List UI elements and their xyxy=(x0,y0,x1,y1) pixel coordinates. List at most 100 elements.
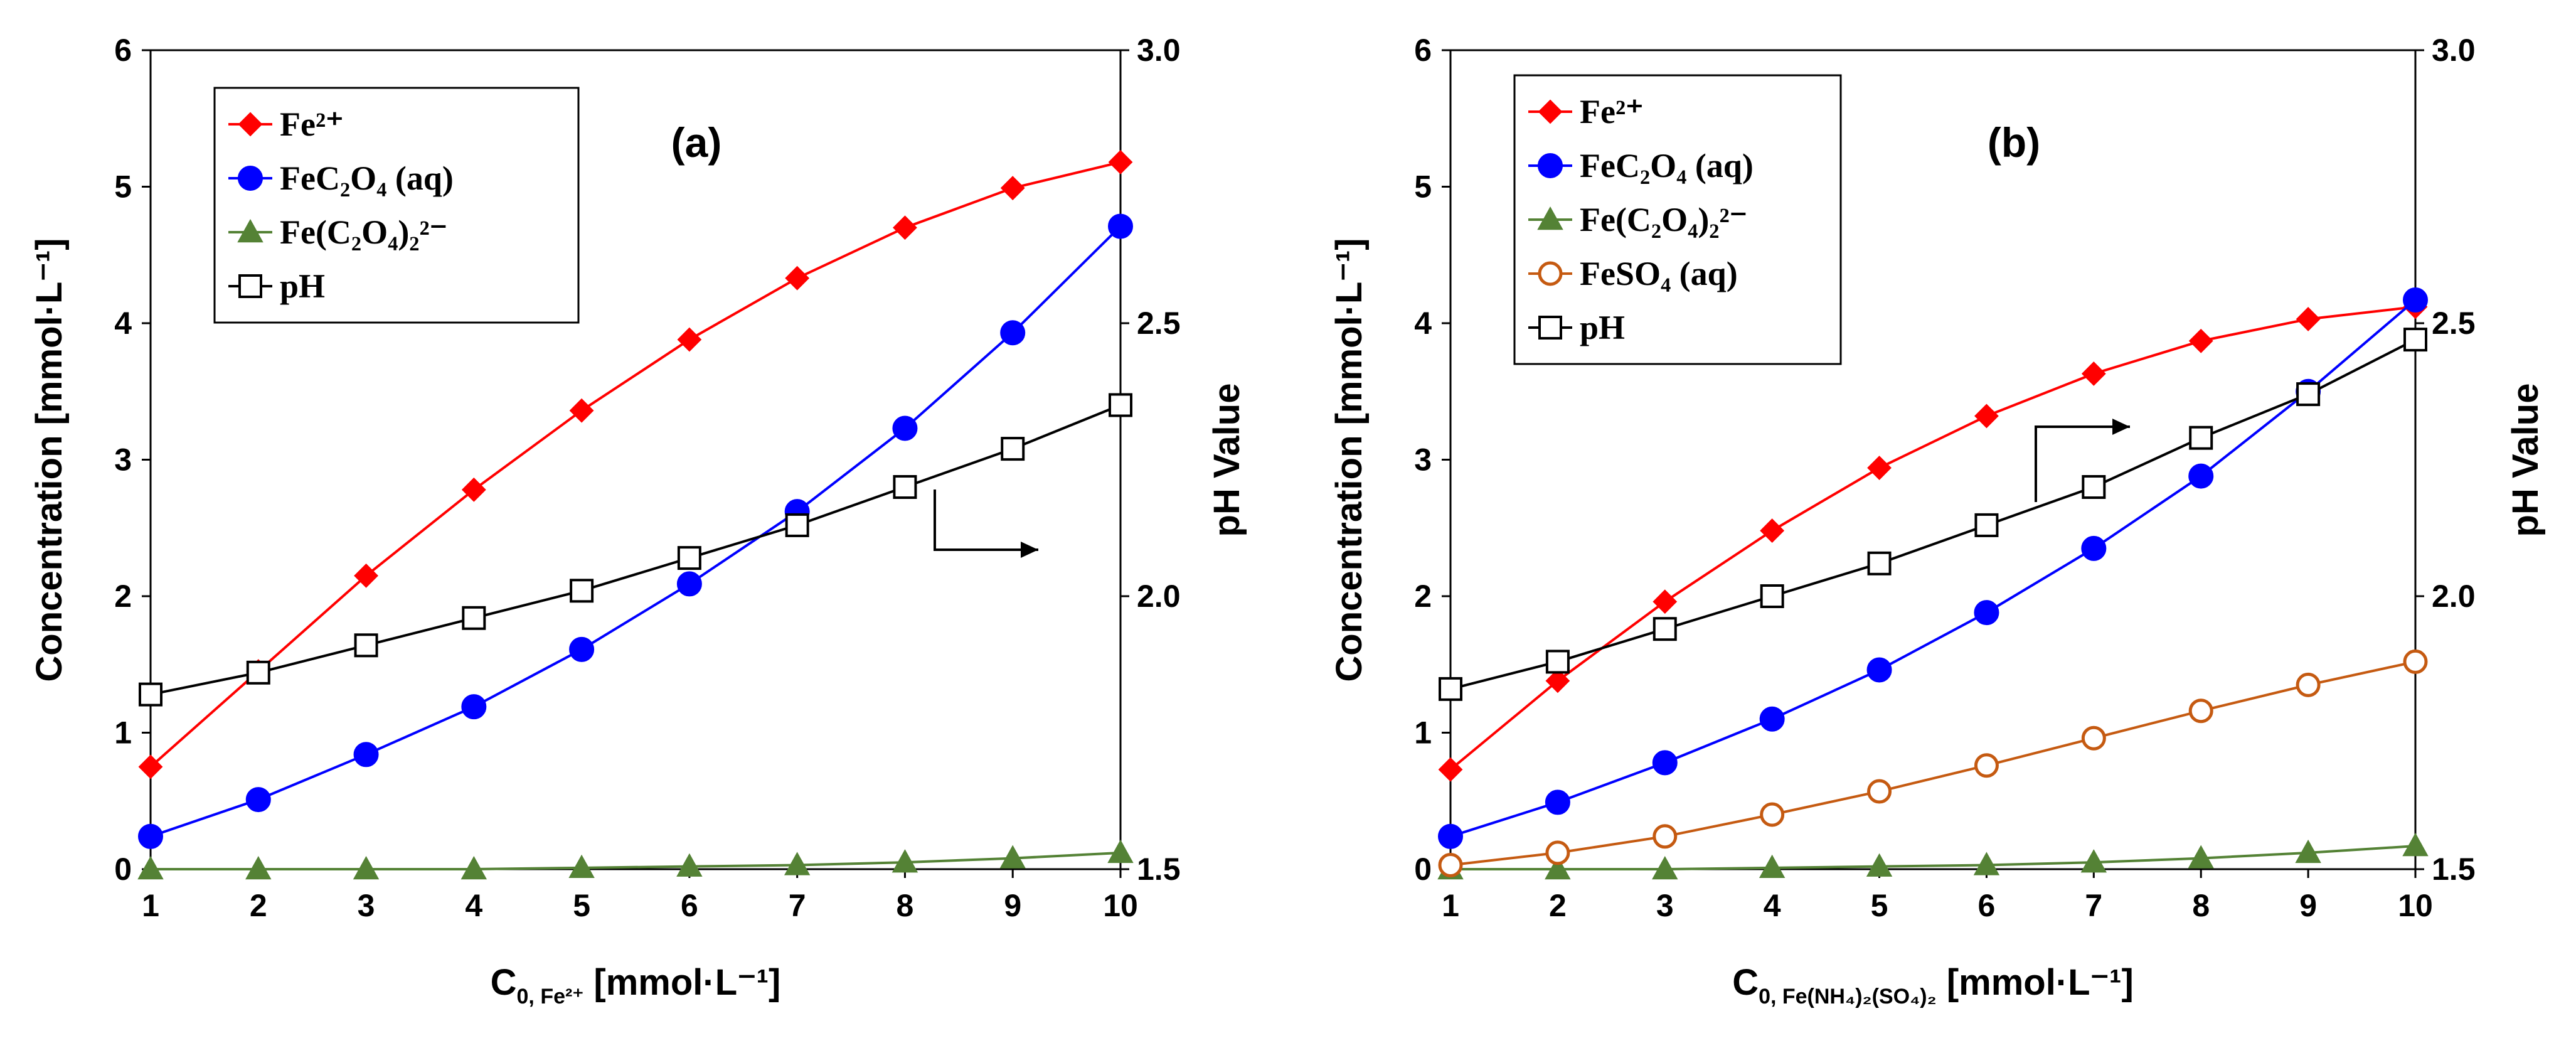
data-point xyxy=(1000,176,1025,201)
y-tick-label: 5 xyxy=(1414,169,1432,205)
y2-tick-label: 3.0 xyxy=(1137,33,1181,68)
data-point xyxy=(569,398,594,423)
ph-axis-arrow xyxy=(934,490,1038,551)
x-tick-label: 3 xyxy=(1656,888,1674,923)
x-tick-label: 2 xyxy=(250,888,267,923)
data-point xyxy=(1545,789,1570,815)
data-point xyxy=(2081,725,2106,751)
data-point xyxy=(570,579,594,603)
legend-box xyxy=(213,87,580,324)
legend-item: pH xyxy=(1528,309,1625,346)
legend-item: FeSO₄ (aq) xyxy=(1528,255,1738,292)
legend-item: Fe(C₂O₄)₂²⁻ xyxy=(1528,201,1747,238)
ph-axis-arrow xyxy=(2035,425,2130,502)
series-ph xyxy=(139,393,1132,707)
data-point xyxy=(1867,456,1892,480)
series-line xyxy=(1449,305,2416,771)
y2-tick-label: 3.0 xyxy=(2432,33,2476,68)
data-point xyxy=(2188,328,2213,353)
y-tick-label: 5 xyxy=(114,169,132,205)
data-point xyxy=(1973,852,2000,875)
data-point xyxy=(677,546,701,570)
data-point xyxy=(1545,650,1570,674)
x-tick-label: 7 xyxy=(2085,888,2102,923)
data-point xyxy=(1974,600,1999,626)
data-point xyxy=(2402,832,2429,857)
y2-axis-title: pH Value xyxy=(1206,383,1247,537)
data-point xyxy=(1438,823,1463,849)
data-point xyxy=(245,855,272,880)
y2-tick-label: 2.0 xyxy=(2432,579,2476,614)
data-point xyxy=(1974,513,1999,537)
x-axis-title: C0, Fe(NH₄)₂(SO₄)₂ [mmol·L⁻¹] xyxy=(1732,962,2134,1009)
data-point xyxy=(2188,845,2214,869)
legend-marker xyxy=(238,166,263,191)
y2-axis-title: pH Value xyxy=(2505,383,2546,537)
legend-item: FeC₂O₄ (aq) xyxy=(228,159,454,197)
legend-label: FeC₂O₄ (aq) xyxy=(280,159,454,197)
data-point xyxy=(1000,320,1026,346)
data-point xyxy=(2188,463,2214,489)
data-point xyxy=(999,845,1026,869)
x-tick-label: 8 xyxy=(2192,888,2210,923)
x-tick-label: 8 xyxy=(897,888,914,923)
series-line xyxy=(1450,299,2417,838)
legend-label: Fe(C₂O₄)₂²⁻ xyxy=(1580,201,1747,238)
data-point xyxy=(138,754,163,779)
data-point xyxy=(1439,677,1462,701)
data-point xyxy=(2189,425,2213,450)
y-tick-label: 6 xyxy=(1414,33,1432,68)
legend-label: FeSO₄ (aq) xyxy=(1580,255,1738,292)
data-point xyxy=(1108,213,1133,239)
data-point xyxy=(1652,855,1678,880)
data-point xyxy=(1001,437,1025,461)
data-point xyxy=(1759,706,1785,732)
data-point xyxy=(1866,853,1893,877)
data-point xyxy=(1108,149,1133,174)
x-tick-label: 1 xyxy=(1442,888,1459,923)
series-line xyxy=(150,404,1121,696)
series-line xyxy=(151,851,1121,870)
legend-marker xyxy=(238,274,262,298)
chart-panel-b: 1 2 3 4 5 6 7 8 9 1001234561.52.02.53.0(b)Fe²⁺FeC… xyxy=(1329,33,2546,1009)
series-fec-o-aq- xyxy=(1438,287,2428,849)
data-point xyxy=(569,636,595,662)
data-point xyxy=(568,854,595,879)
data-point xyxy=(2080,849,2107,873)
legend: Fe²⁺ FeC₂O₄ (aq) Fe(C₂O₄)₂²⁻ pH xyxy=(213,87,580,324)
legend-marker xyxy=(238,112,263,137)
series-fe-c-o- xyxy=(137,839,1134,880)
data-point xyxy=(1866,657,1892,683)
data-point xyxy=(1545,840,1570,865)
data-point xyxy=(461,477,486,502)
y-tick-label: 0 xyxy=(114,852,132,887)
data-point xyxy=(1760,584,1784,608)
data-point xyxy=(2188,698,2213,724)
series-line xyxy=(1450,338,2416,690)
data-point xyxy=(1652,750,1678,776)
legend-marker xyxy=(1538,153,1563,178)
data-point xyxy=(676,853,703,877)
data-point xyxy=(138,823,163,849)
legend-marker xyxy=(1538,261,1563,286)
x-tick-label: 3 xyxy=(358,888,375,923)
data-point xyxy=(2295,839,2321,864)
data-point xyxy=(1438,852,1463,877)
data-point xyxy=(1760,518,1785,543)
series-line xyxy=(150,225,1122,838)
series-line xyxy=(149,161,1121,768)
y2-tick-label: 1.5 xyxy=(2432,852,2476,887)
data-point xyxy=(1653,589,1678,614)
x-tick-label: 9 xyxy=(1004,888,1021,923)
y-tick-label: 3 xyxy=(114,442,132,478)
data-point xyxy=(784,852,811,875)
data-point xyxy=(462,606,486,630)
series-feso-aq- xyxy=(1438,649,2428,877)
data-point xyxy=(246,660,270,685)
arrow-head xyxy=(1021,542,1038,558)
series-line xyxy=(1450,845,2416,870)
legend-label: Fe(C₂O₄)₂²⁻ xyxy=(280,213,447,251)
panel-label: (a) xyxy=(671,119,722,166)
data-point xyxy=(1107,839,1134,864)
